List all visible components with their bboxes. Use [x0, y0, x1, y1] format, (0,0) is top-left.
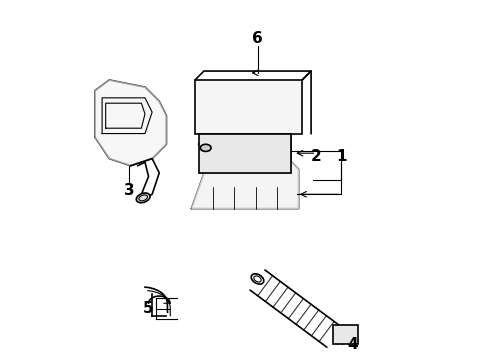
Polygon shape	[192, 152, 298, 208]
Ellipse shape	[251, 274, 264, 284]
Ellipse shape	[136, 193, 150, 203]
Ellipse shape	[200, 144, 211, 152]
Ellipse shape	[228, 135, 247, 146]
Polygon shape	[95, 80, 167, 166]
Text: 1: 1	[336, 149, 347, 164]
Bar	[198, 134, 292, 173]
Bar	[333, 325, 358, 344]
Text: 6: 6	[252, 31, 263, 46]
Bar	[195, 80, 302, 134]
Text: 5: 5	[143, 301, 154, 316]
Text: 4: 4	[347, 337, 358, 352]
Text: 3: 3	[123, 183, 134, 198]
Text: 2: 2	[311, 149, 322, 164]
